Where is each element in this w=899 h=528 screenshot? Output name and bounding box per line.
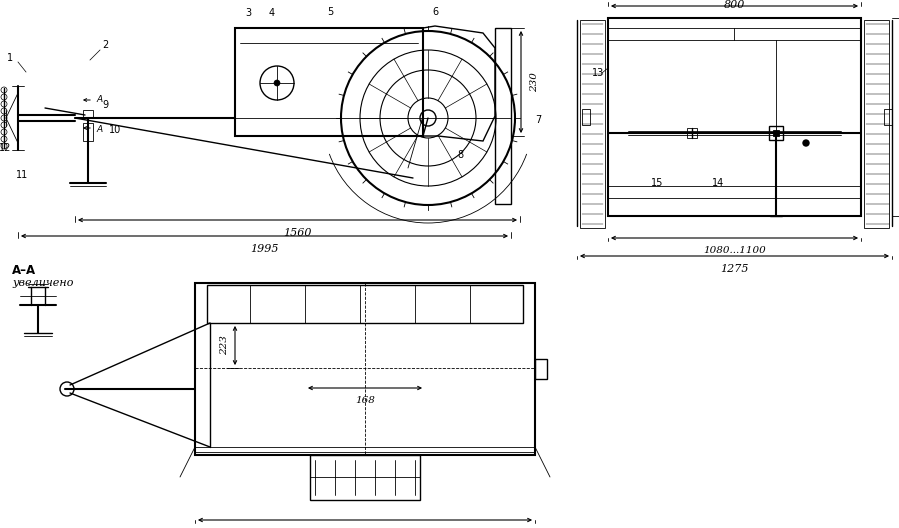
Text: 1080...1100: 1080...1100 — [703, 246, 766, 255]
Text: 15: 15 — [651, 178, 663, 188]
Text: 1560: 1560 — [283, 228, 312, 238]
Text: 223: 223 — [220, 336, 229, 355]
Text: 168: 168 — [355, 396, 375, 405]
Bar — [310, 455, 420, 500]
Text: 12: 12 — [0, 143, 11, 153]
Bar — [864, 20, 889, 228]
Text: A: A — [96, 125, 102, 134]
Text: A: A — [96, 95, 102, 103]
Bar — [884, 109, 892, 125]
Bar — [535, 359, 547, 379]
Text: 10: 10 — [109, 125, 121, 135]
Text: 1: 1 — [7, 53, 13, 63]
Text: 8: 8 — [457, 150, 463, 160]
Bar — [495, 28, 511, 204]
Bar — [83, 123, 93, 141]
Text: 9: 9 — [102, 100, 108, 110]
Bar — [235, 28, 423, 136]
Text: 7: 7 — [535, 115, 541, 125]
Text: 2: 2 — [102, 40, 108, 50]
Text: 11: 11 — [16, 170, 28, 180]
Text: 5: 5 — [327, 7, 334, 17]
Bar — [773, 130, 779, 136]
Text: 1995: 1995 — [250, 244, 279, 254]
Text: 3: 3 — [245, 8, 251, 18]
Bar — [83, 110, 93, 118]
Bar — [769, 126, 783, 140]
Bar — [608, 18, 861, 216]
Bar — [582, 109, 590, 125]
Text: 230: 230 — [530, 72, 539, 92]
Text: A–A: A–A — [12, 263, 36, 277]
Bar — [195, 283, 535, 455]
Text: 13: 13 — [592, 68, 604, 78]
Text: 1275: 1275 — [720, 264, 749, 274]
Circle shape — [274, 80, 280, 86]
Circle shape — [803, 140, 809, 146]
Text: 6: 6 — [432, 7, 438, 17]
Text: 14: 14 — [712, 178, 724, 188]
Text: 800: 800 — [724, 0, 745, 10]
Text: 4: 4 — [269, 8, 275, 18]
Text: увеличено: увеличено — [12, 278, 74, 288]
Bar — [580, 20, 605, 228]
Bar — [687, 128, 697, 138]
Bar — [207, 285, 523, 323]
